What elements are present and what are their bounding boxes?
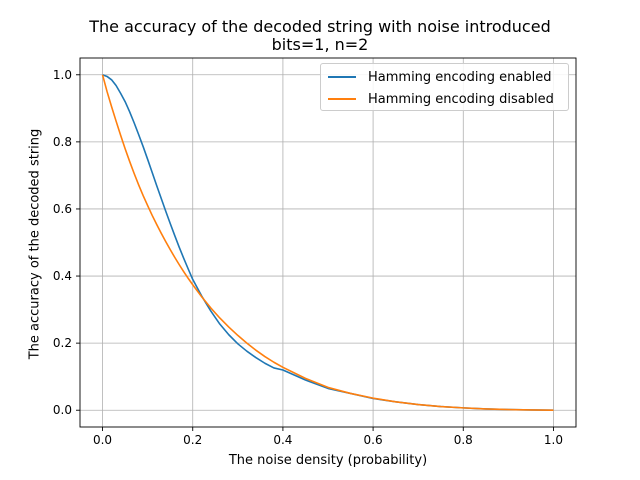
- legend-label-enabled: Hamming encoding enabled: [368, 69, 552, 85]
- y-tick-label: 0.0: [53, 403, 72, 417]
- series-line-disabled: [101, 74, 554, 412]
- x-tick-label: 0.2: [183, 433, 202, 447]
- y-tick-label: 0.4: [53, 269, 72, 283]
- legend-item-disabled: Hamming encoding disabled: [328, 90, 554, 108]
- legend-swatch-disabled: [328, 98, 356, 100]
- chart-title: The accuracy of the decoded string with …: [89, 17, 551, 36]
- chart-subtitle: bits=1, n=2: [271, 35, 369, 54]
- y-tick-label: 0.8: [53, 135, 72, 149]
- y-axis-label: The accuracy of the decoded string: [27, 128, 43, 360]
- series-line-enabled: [102, 74, 554, 412]
- legend-item-enabled: Hamming encoding enabled: [328, 68, 551, 86]
- x-tick-label: 1.0: [544, 433, 563, 447]
- x-tick-label: 0.8: [454, 433, 473, 447]
- y-tick-label: 0.6: [53, 202, 72, 216]
- x-tick-label: 0.0: [93, 433, 112, 447]
- legend-swatch-enabled: [328, 76, 356, 78]
- y-tick-label: 1.0: [53, 68, 72, 82]
- legend: Hamming encoding enabled Hamming encodin…: [320, 63, 569, 111]
- x-tick-label: 0.6: [364, 433, 383, 447]
- x-tick-label: 0.4: [273, 433, 292, 447]
- x-axis-label: The noise density (probability): [228, 453, 428, 468]
- legend-label-disabled: Hamming encoding disabled: [368, 91, 554, 107]
- plot-frame: [79, 57, 577, 428]
- y-tick-label: 0.2: [53, 336, 72, 350]
